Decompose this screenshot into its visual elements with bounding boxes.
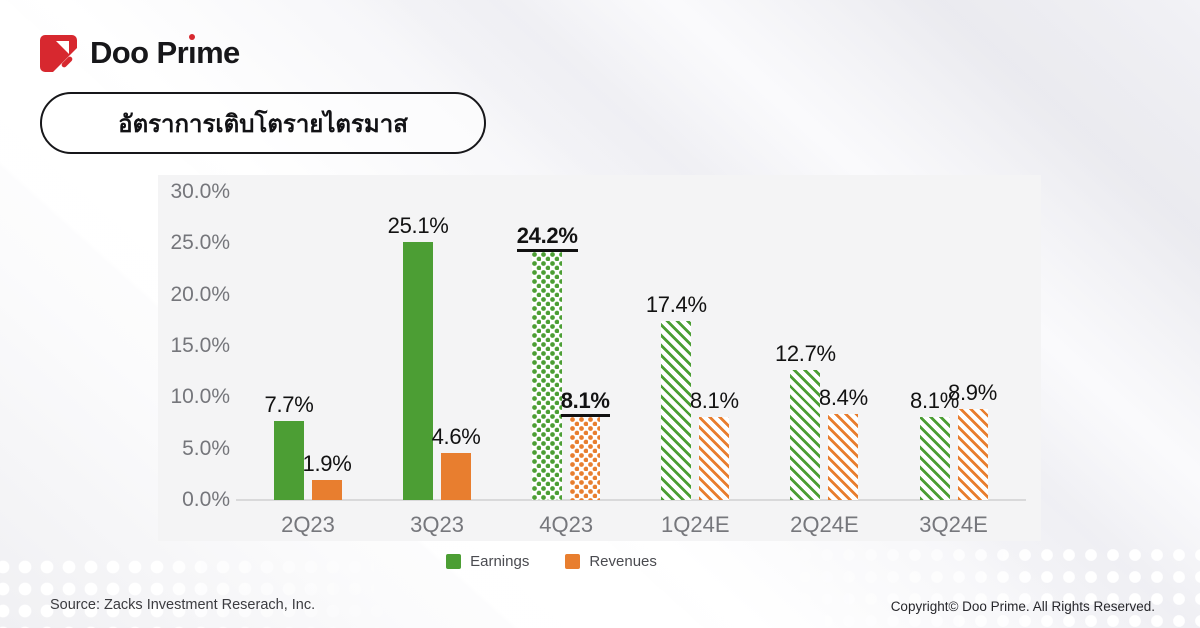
doo-prime-logo: Doo Prıme xyxy=(40,33,240,73)
x-axis-category: 1Q24E xyxy=(661,512,730,537)
source-attribution: Source: Zacks Investment Reserach, Inc. xyxy=(50,597,316,613)
x-axis-category: 2Q23 xyxy=(281,512,335,537)
y-axis-tick: 20.0% xyxy=(170,282,230,306)
value-label-revenues-3q24e: 8.9% xyxy=(948,379,997,405)
legend-label: Revenues xyxy=(589,553,657,570)
bar-earnings-1q24e xyxy=(661,321,692,500)
legend-swatch-icon xyxy=(565,554,581,569)
x-axis-category: 3Q24E xyxy=(919,512,988,537)
bar-revenues-4q23 xyxy=(570,416,601,500)
y-axis-tick: 10.0% xyxy=(170,385,230,409)
bar-chart: 0.0% 5.0% 10.0% 15.0% 20.0% 25.0% 30.0% 2Q23 3Q2… xyxy=(158,175,1041,541)
x-axis-category: 3Q23 xyxy=(410,512,464,537)
value-label-earnings-3q24e: 8.1% xyxy=(910,387,959,413)
x-axis-category: 2Q24E xyxy=(790,512,859,537)
chart-title-pill: อัตราการเติบโตรายไตรมาส xyxy=(40,92,486,154)
value-label-revenues-2q24e: 8.4% xyxy=(818,384,868,410)
chart-title: อัตราการเติบโตรายไตรมาส xyxy=(118,110,408,138)
value-label-earnings-2q24e: 12.7% xyxy=(774,340,836,366)
value-label-earnings-2q23: 7.7% xyxy=(264,391,314,417)
bar-earnings-2q24e xyxy=(790,369,821,500)
value-label-earnings-4q23: 24.2% xyxy=(499,222,595,252)
legend-label: Earnings xyxy=(470,553,530,570)
value-label-revenues-1q24e: 8.1% xyxy=(689,387,739,413)
bar-earnings-2q23 xyxy=(274,420,304,500)
x-axis-line xyxy=(236,499,1026,501)
value-label-revenues-4q23: 8.1% xyxy=(537,387,633,417)
brand-i-red-dot: ı xyxy=(188,33,197,73)
y-axis-tick: 15.0% xyxy=(170,334,230,357)
bar-revenues-3q24e xyxy=(957,408,988,500)
bar-earnings-4q23 xyxy=(532,251,563,500)
value-label-earnings-3q23: 25.1% xyxy=(387,213,449,239)
brand-name: Doo Prıme xyxy=(90,33,240,73)
legend-item-earnings: Earnings xyxy=(446,553,529,570)
y-axis-tick: 30.0% xyxy=(170,180,230,204)
bar-earnings-3q23 xyxy=(403,242,434,500)
y-axis-tick: 25.0% xyxy=(170,231,230,255)
chart-legend: Earnings Revenues xyxy=(110,553,993,570)
copyright-notice: Copyright© Doo Prime. All Rights Reserve… xyxy=(890,599,1155,614)
y-axis-tick: 5.0% xyxy=(182,436,230,460)
bar-revenues-3q23 xyxy=(441,452,472,500)
value-label-revenues-2q23: 1.9% xyxy=(302,451,352,477)
bar-revenues-1q24e xyxy=(699,416,730,500)
legend-item-revenues: Revenues xyxy=(565,553,657,570)
bar-revenues-2q23 xyxy=(312,480,342,500)
y-axis-tick: 0.0% xyxy=(182,488,230,511)
doo-prime-logo-icon xyxy=(40,34,77,72)
bar-earnings-3q24e xyxy=(919,416,950,500)
bar-revenues-2q24e xyxy=(828,413,859,500)
value-label-earnings-1q24e: 17.4% xyxy=(645,292,707,318)
value-label-revenues-3q23: 4.6% xyxy=(431,423,481,449)
legend-swatch-icon xyxy=(446,554,462,569)
x-axis-category: 4Q23 xyxy=(539,512,594,537)
